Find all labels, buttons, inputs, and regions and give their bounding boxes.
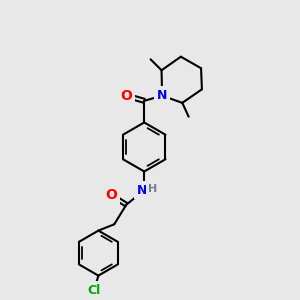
- Text: O: O: [105, 188, 117, 203]
- Text: N: N: [137, 184, 147, 197]
- Text: N: N: [157, 89, 167, 102]
- Text: H: H: [148, 184, 157, 194]
- Text: O: O: [120, 88, 132, 103]
- Text: Cl: Cl: [87, 284, 101, 297]
